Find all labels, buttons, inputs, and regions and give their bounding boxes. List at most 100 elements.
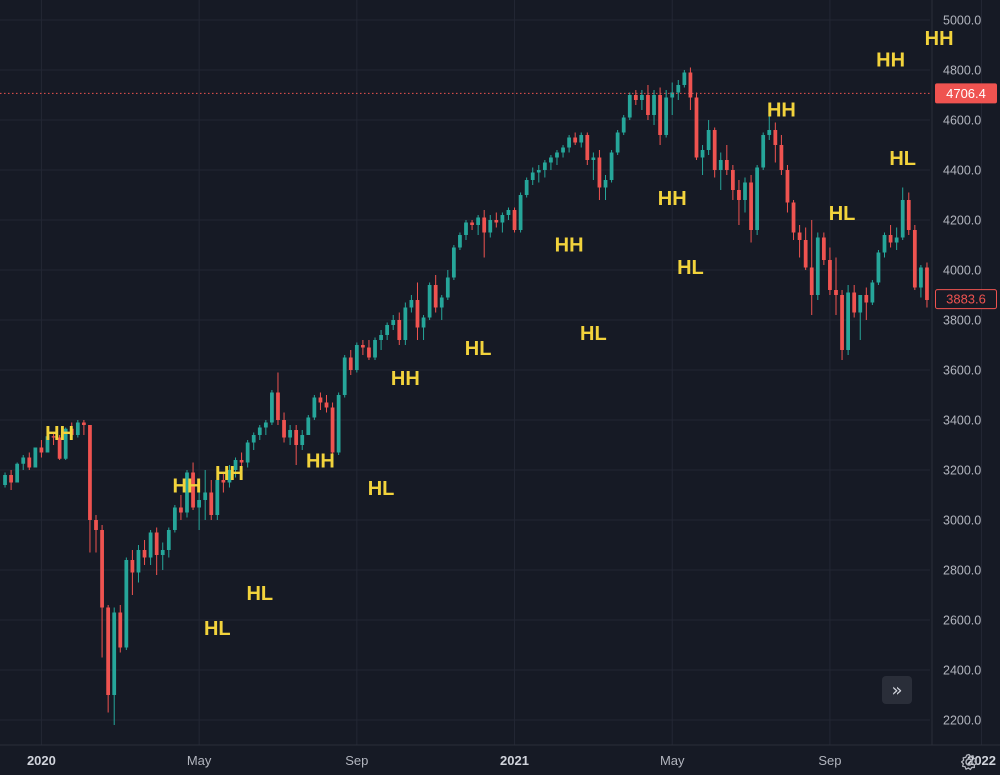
candle bbox=[518, 192, 523, 233]
candle-body bbox=[33, 447, 38, 468]
candles bbox=[3, 67, 929, 725]
candle bbox=[494, 212, 499, 228]
candle bbox=[197, 487, 202, 530]
candle-body bbox=[118, 612, 123, 648]
candle-body bbox=[682, 72, 687, 85]
annotation-hl: HL bbox=[465, 338, 492, 360]
candle-body bbox=[318, 397, 323, 403]
candle bbox=[718, 152, 723, 190]
candle-body bbox=[470, 222, 474, 225]
price-tag: 4706.4 bbox=[935, 83, 997, 104]
candle-body bbox=[712, 130, 717, 170]
candle-body bbox=[567, 137, 571, 148]
annotation-hh: HH bbox=[173, 476, 202, 498]
price-tick-label: 3400.0 bbox=[943, 414, 981, 428]
candle-body bbox=[888, 235, 893, 243]
candle-body bbox=[809, 267, 814, 295]
candle-body bbox=[894, 237, 899, 243]
candle-body bbox=[718, 160, 723, 170]
candle-body bbox=[263, 422, 268, 428]
candle bbox=[136, 545, 141, 583]
candle-body bbox=[294, 430, 299, 445]
candle-body bbox=[88, 425, 92, 520]
candle bbox=[591, 152, 596, 180]
candle-body bbox=[191, 472, 195, 508]
candle-body bbox=[803, 240, 808, 268]
candle bbox=[755, 165, 760, 235]
candle bbox=[409, 295, 414, 313]
candle-body bbox=[330, 407, 335, 453]
candle bbox=[803, 227, 808, 270]
time-axis[interactable]: 2020MaySep2021MaySep2022MaySep bbox=[27, 753, 1000, 768]
scroll-to-realtime-button[interactable]: » bbox=[882, 676, 912, 704]
candle bbox=[585, 132, 590, 165]
candle bbox=[542, 160, 547, 178]
candle bbox=[385, 322, 390, 340]
price-tick-label: 2800.0 bbox=[943, 564, 981, 578]
candle bbox=[737, 180, 741, 225]
candle bbox=[100, 525, 104, 658]
candle bbox=[209, 480, 214, 520]
candle-body bbox=[524, 180, 529, 195]
candle-body bbox=[688, 72, 693, 98]
candle bbox=[597, 150, 602, 200]
candle-body bbox=[852, 292, 857, 313]
candle-body bbox=[749, 182, 753, 230]
candle bbox=[779, 135, 784, 175]
candle bbox=[263, 420, 268, 435]
candle-body bbox=[755, 167, 760, 230]
annotation-hh: HH bbox=[876, 49, 905, 71]
candle bbox=[415, 282, 420, 340]
price-tick-label: 3200.0 bbox=[943, 464, 981, 478]
candle bbox=[300, 430, 305, 450]
candle bbox=[288, 425, 292, 445]
candle-body bbox=[488, 220, 493, 233]
candle-body bbox=[646, 95, 650, 115]
candle bbox=[834, 257, 838, 315]
price-tick-label: 3000.0 bbox=[943, 514, 981, 528]
candle-body bbox=[737, 190, 741, 200]
candle-body bbox=[585, 135, 590, 160]
candle bbox=[815, 232, 820, 300]
candle bbox=[118, 605, 123, 653]
candle bbox=[276, 372, 280, 425]
candle-body bbox=[791, 202, 796, 233]
candle bbox=[160, 542, 165, 570]
candle bbox=[245, 440, 250, 468]
candle bbox=[57, 435, 62, 460]
candle bbox=[506, 207, 511, 220]
candle-body bbox=[761, 135, 766, 168]
annotation-hl: HL bbox=[580, 323, 607, 345]
candle-body bbox=[312, 397, 317, 418]
candle-body bbox=[828, 260, 832, 290]
candle bbox=[870, 280, 875, 305]
candle bbox=[148, 530, 153, 565]
candle bbox=[797, 225, 802, 258]
time-tick-label: Sep bbox=[345, 753, 368, 768]
candle-body bbox=[185, 472, 189, 513]
candle bbox=[112, 607, 117, 725]
candle-body bbox=[215, 480, 220, 515]
candle-body bbox=[603, 180, 608, 188]
candle bbox=[324, 395, 329, 413]
candle-body bbox=[627, 95, 632, 118]
candle-body bbox=[439, 297, 444, 308]
candle-body bbox=[239, 460, 244, 463]
chart-settings-button[interactable] bbox=[958, 751, 980, 773]
price-axis[interactable]: 2200.0 2400.0 2600.0 2800.0 3000.0 3200.0 3400… bbox=[943, 14, 981, 728]
candle bbox=[633, 90, 638, 105]
candle-body bbox=[288, 430, 292, 438]
time-tick-label: Sep bbox=[818, 753, 841, 768]
candle-body bbox=[882, 235, 887, 253]
candle bbox=[682, 70, 687, 88]
annotation-hh: HH bbox=[555, 234, 584, 256]
candle-body bbox=[906, 200, 911, 230]
annotation-hh: HH bbox=[215, 463, 244, 485]
price-tag-bg bbox=[935, 83, 997, 104]
candle-body bbox=[3, 475, 7, 485]
candle bbox=[75, 420, 80, 438]
candle-body bbox=[373, 340, 377, 358]
candle bbox=[840, 290, 844, 360]
candle bbox=[142, 540, 147, 565]
